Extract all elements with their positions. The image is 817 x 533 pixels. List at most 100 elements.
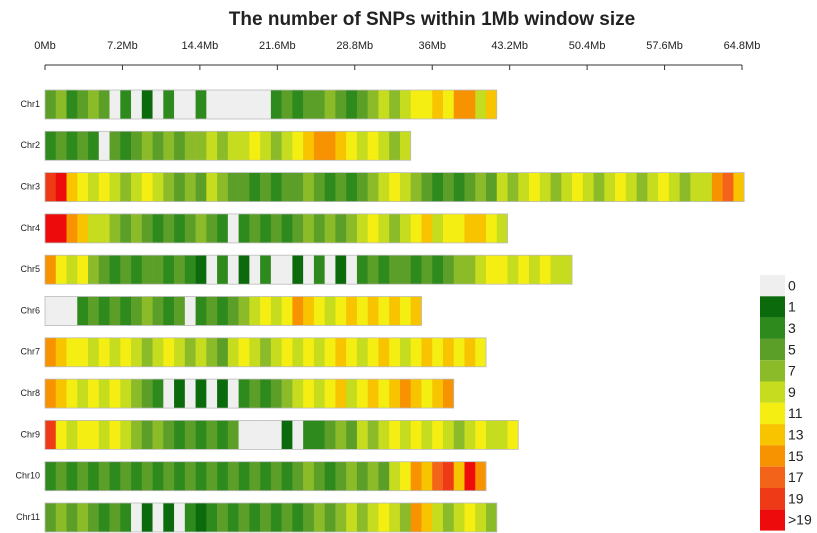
snp-window	[615, 172, 627, 202]
snp-window	[195, 131, 207, 161]
snp-window	[88, 296, 100, 326]
snp-window	[346, 172, 358, 202]
snp-window	[260, 337, 272, 367]
snp-window	[313, 337, 325, 367]
chromosome-label: Chr9	[20, 429, 40, 439]
snp-window	[195, 296, 207, 326]
chromosome-label: Chr5	[20, 264, 40, 274]
snp-window	[217, 255, 229, 285]
snp-window	[131, 213, 143, 243]
snp-window	[184, 172, 196, 202]
snp-window	[442, 379, 455, 409]
snp-window	[77, 90, 89, 119]
chromosome-outline	[44, 213, 508, 244]
snp-window	[335, 420, 347, 450]
snp-window	[313, 255, 325, 285]
snp-window	[98, 131, 110, 161]
snp-window	[507, 420, 519, 450]
snp-window	[432, 213, 444, 243]
snp-window	[260, 90, 272, 119]
snp-window	[378, 461, 390, 491]
snp-window	[45, 131, 57, 161]
snp-window	[281, 255, 293, 285]
snp-window	[346, 337, 358, 367]
snp-window	[88, 461, 100, 491]
legend-swatch	[760, 488, 785, 510]
snp-window	[45, 379, 57, 409]
snp-window	[55, 213, 67, 243]
snp-window	[120, 461, 132, 491]
snp-window	[432, 379, 444, 409]
snp-window	[399, 461, 412, 491]
snp-window	[507, 172, 519, 202]
x-tick-label: 14.4Mb	[182, 40, 219, 52]
snp-window	[378, 503, 390, 532]
snp-window	[109, 296, 121, 326]
snp-window	[281, 172, 293, 202]
snp-window	[227, 296, 239, 326]
snp-window	[238, 255, 250, 285]
snp-window	[356, 296, 368, 326]
snp-window	[270, 90, 282, 119]
snp-window	[270, 503, 282, 532]
snp-window	[313, 172, 325, 202]
snp-window	[174, 296, 186, 326]
snp-window	[184, 90, 196, 119]
chromosome-outline	[44, 296, 422, 326]
snp-window	[238, 131, 250, 161]
snp-window	[206, 420, 218, 450]
snp-window	[475, 90, 487, 119]
snp-window	[238, 213, 250, 243]
snp-window	[174, 131, 186, 161]
snp-window	[270, 337, 282, 367]
snp-window	[260, 461, 272, 491]
snp-window	[55, 337, 67, 367]
snp-window	[292, 213, 304, 243]
snp-window	[313, 90, 325, 119]
snp-window	[260, 131, 272, 161]
legend-label: 5	[788, 341, 796, 357]
snp-window	[270, 420, 282, 450]
snp-window	[184, 296, 196, 326]
legend-swatch	[760, 360, 785, 382]
snp-window	[141, 420, 153, 450]
snp-window	[227, 420, 239, 450]
snp-window	[410, 255, 422, 285]
legend-label: 15	[788, 448, 804, 464]
snp-window	[281, 337, 293, 367]
chromosome-outline	[44, 89, 498, 120]
chromosome-outline	[44, 172, 745, 203]
snp-window	[303, 379, 315, 409]
snp-window	[55, 255, 67, 285]
snp-window	[109, 337, 121, 367]
snp-window	[163, 461, 175, 491]
snp-window	[249, 172, 261, 202]
snp-window	[131, 379, 143, 409]
snp-window	[356, 90, 368, 119]
snp-window	[378, 172, 390, 202]
snp-window	[98, 503, 110, 532]
snp-window	[77, 503, 89, 532]
snp-window	[45, 255, 57, 285]
snp-window	[120, 379, 132, 409]
snp-window	[152, 90, 164, 119]
snp-window	[625, 172, 637, 202]
snp-window	[238, 296, 250, 326]
snp-window	[367, 172, 379, 202]
snp-window	[109, 131, 121, 161]
snp-window	[195, 337, 207, 367]
snp-window	[227, 461, 239, 491]
snp-window	[163, 172, 175, 202]
snp-window	[399, 213, 412, 243]
x-tick-label: 43.2Mb	[491, 40, 528, 52]
snp-window	[163, 420, 175, 450]
snp-window	[260, 213, 272, 243]
snp-window	[432, 461, 444, 491]
legend-label: 3	[788, 320, 796, 336]
snp-window	[453, 461, 465, 491]
snp-window	[131, 131, 143, 161]
snp-window	[260, 255, 272, 285]
snp-window	[292, 420, 304, 450]
snp-window	[109, 172, 121, 202]
snp-window	[367, 213, 379, 243]
